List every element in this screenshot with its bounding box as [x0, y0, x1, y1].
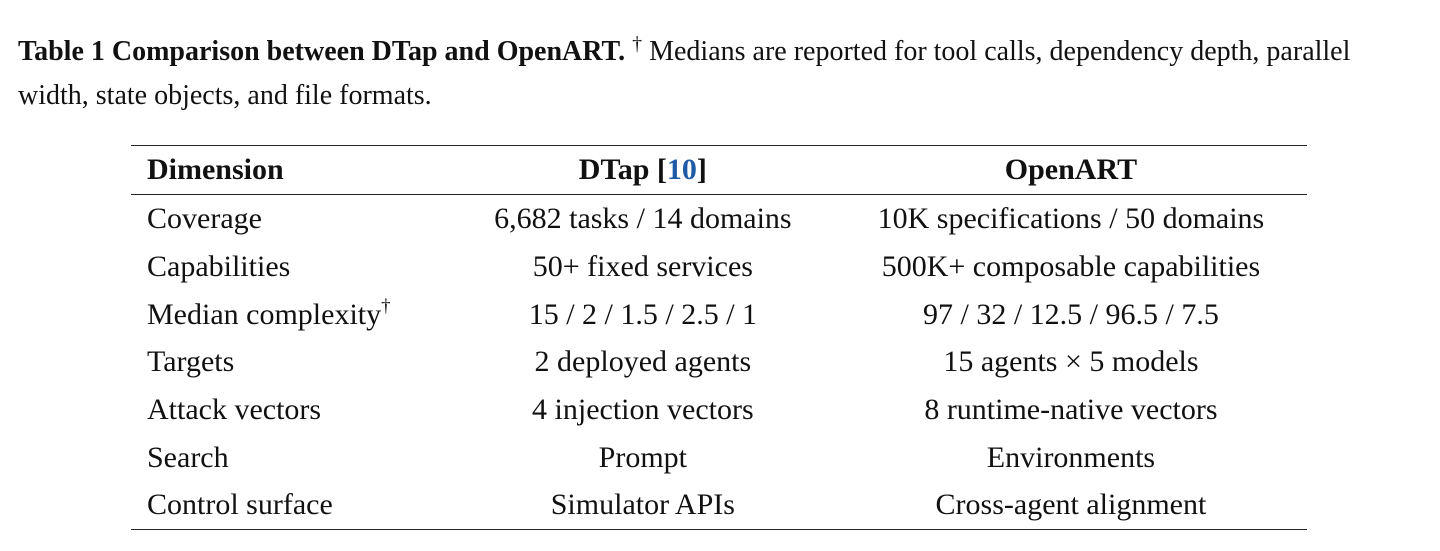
table-row: Control surface Simulator APIs Cross-age…	[131, 481, 1307, 529]
row-dtap: 50+ fixed services	[532, 250, 753, 284]
row-dtap: 15 / 2 / 1.5 / 2.5 / 1	[528, 297, 758, 331]
row-dimension: Targets	[147, 345, 235, 379]
row-dimension: Capabilities	[147, 250, 291, 284]
row-openart: Environments	[986, 440, 1156, 474]
row-dimension: Control surface	[147, 488, 333, 522]
table-row: Targets 2 deployed agents 15 agents × 5 …	[131, 338, 1307, 386]
header-dimension: Dimension	[147, 153, 284, 186]
header-openart: OpenART	[1004, 153, 1138, 186]
row-openart: 8 runtime-native vectors	[924, 393, 1218, 427]
citation-link[interactable]: 10	[666, 153, 697, 186]
row-dimension-label: Median complexity	[147, 297, 382, 331]
row-openart: 97 / 32 / 12.5 / 96.5 / 7.5	[923, 297, 1219, 331]
caption-label: Table 1 Comparison between DTap and Open…	[18, 36, 626, 67]
table-row: Attack vectors 4 injection vectors 8 run…	[131, 386, 1307, 434]
table-header-row: Dimension DTap [10] OpenART	[131, 146, 1307, 195]
header-dtap-ref-close: ]	[696, 153, 707, 186]
row-dtap: Simulator APIs	[550, 488, 735, 522]
table-row: Capabilities 50+ fixed services 500K+ co…	[131, 243, 1307, 291]
header-dtap-label: DTap	[578, 153, 650, 186]
table-caption: Table 1 Comparison between DTap and Open…	[18, 30, 1428, 118]
row-dimension: Median complexity†	[131, 290, 451, 338]
row-dimension: Search	[147, 440, 229, 474]
table-row: Search Prompt Environments	[131, 433, 1307, 481]
header-dtap-ref-open: [	[649, 153, 667, 186]
comparison-table-container: Dimension DTap [10] OpenART Coverage 6,6…	[131, 145, 1307, 530]
row-dtap: Prompt	[598, 440, 688, 474]
row-dtap: 4 injection vectors	[532, 393, 754, 427]
row-dimension: Coverage	[147, 202, 262, 236]
comparison-table: Dimension DTap [10] OpenART Coverage 6,6…	[131, 145, 1307, 530]
row-dtap: 2 deployed agents	[534, 345, 752, 379]
table-row: Median complexity† 15 / 2 / 1.5 / 2.5 / …	[131, 290, 1307, 338]
row-openart: 500K+ composable capabilities	[881, 250, 1261, 284]
table-row: Coverage 6,682 tasks / 14 domains 10K sp…	[131, 195, 1307, 243]
caption-dagger: †	[632, 33, 643, 55]
dagger-mark: †	[381, 295, 391, 317]
caption-text: Medians are reported for tool calls, dep…	[18, 36, 1351, 111]
row-openart: Cross-agent alignment	[935, 488, 1207, 522]
row-dtap: 6,682 tasks / 14 domains	[494, 202, 792, 236]
row-openart: 15 agents × 5 models	[943, 345, 1199, 379]
header-dtap: DTap [10]	[451, 146, 835, 195]
row-openart: 10K specifications / 50 domains	[877, 202, 1265, 236]
row-dimension: Attack vectors	[147, 393, 322, 427]
